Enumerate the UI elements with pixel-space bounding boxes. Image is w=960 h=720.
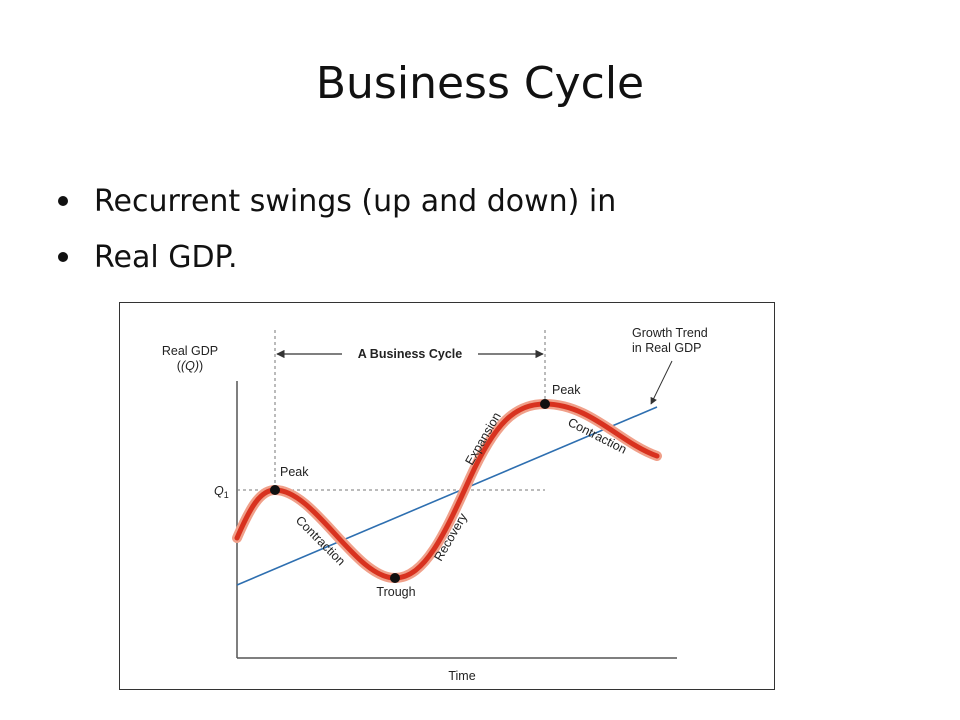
business-cycle-diagram: Real GDP ((Q)) Time Q1 A Business Cycle … — [162, 326, 708, 683]
bullet-item: Recurrent swings (up and down) in — [58, 174, 616, 230]
bullet-dot-icon — [58, 252, 68, 262]
trough-marker — [390, 573, 400, 583]
q1-letter: Q — [214, 484, 224, 498]
bullet-list: Recurrent swings (up and down) in Real G… — [58, 174, 616, 286]
trend-label-line1: Growth Trend — [632, 326, 708, 340]
business-cycle-figure: Real GDP ((Q)) Time Q1 A Business Cycle … — [119, 302, 775, 690]
bullet-dot-icon — [58, 196, 68, 206]
second-peak-marker — [540, 399, 550, 409]
y-axis-label: Real GDP — [162, 344, 218, 358]
slide-title: Business Cycle — [315, 58, 645, 109]
first-peak-label: Peak — [280, 465, 309, 479]
growth-trend-line — [236, 406, 658, 586]
cycle-label: A Business Cycle — [358, 347, 462, 361]
trend-pointer-arrow — [650, 360, 673, 405]
second-peak-label: Peak — [552, 383, 581, 397]
x-axis-label: Time — [448, 669, 475, 683]
trend-label-line2: in Real GDP — [632, 341, 701, 355]
q1-label: Q1 — [214, 484, 229, 500]
trough-label: Trough — [376, 585, 415, 599]
bullet-item: Real GDP. — [58, 230, 616, 286]
first-peak-marker — [270, 485, 280, 495]
bullet-text: Real GDP. — [94, 240, 238, 275]
bullet-text: Recurrent swings (up and down) in — [94, 184, 617, 219]
y-axis-symbol-text: (Q) — [181, 359, 199, 373]
q1-subscript: 1 — [224, 490, 229, 500]
y-axis-symbol: ((Q)) — [177, 359, 203, 373]
